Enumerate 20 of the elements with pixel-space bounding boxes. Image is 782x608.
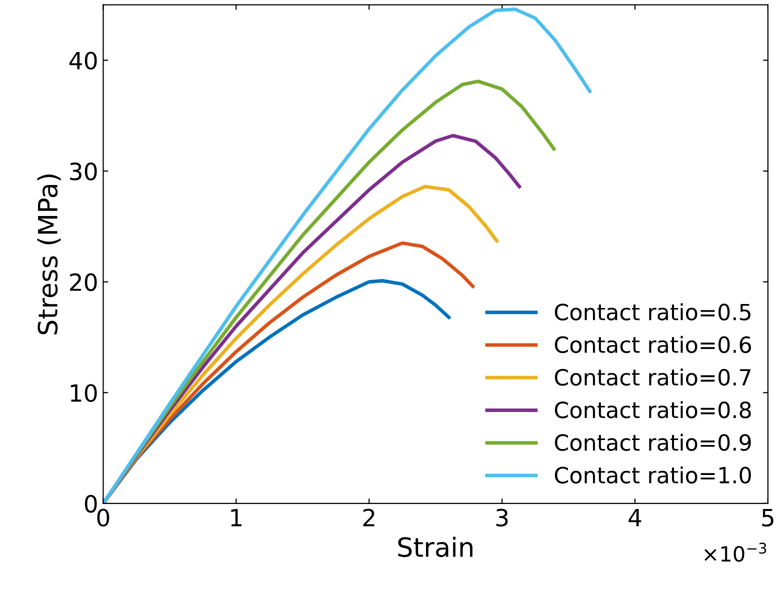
x-tick-label: 5 bbox=[762, 509, 774, 527]
y-tick-label: 0 bbox=[84, 494, 97, 513]
y-tick-label: 10 bbox=[70, 384, 97, 402]
y-tick-label: 30 bbox=[70, 162, 97, 180]
x-tick-label: 2 bbox=[363, 508, 374, 526]
x-tick-label: 0 bbox=[97, 508, 110, 527]
text: ×10$^{−3}$ bbox=[704, 542, 766, 562]
x-tick-label: 1 bbox=[231, 509, 242, 526]
y-tick-label: 20 bbox=[70, 273, 97, 292]
x-tick-label: 3 bbox=[496, 508, 508, 527]
legend-label: Contact ratio=0.9 bbox=[554, 434, 751, 451]
legend-label: Contact ratio=0.5 bbox=[554, 303, 750, 320]
legend-label: Contact ratio=0.7 bbox=[554, 368, 750, 386]
legend-label: Contact ratio=1.0 bbox=[554, 466, 751, 484]
x-axis-title: Strain bbox=[398, 536, 472, 558]
legend-label: Contact ratio=0.6 bbox=[554, 336, 751, 354]
x-tick-label: 4 bbox=[628, 509, 642, 526]
legend-label: Contact ratio=0.8 bbox=[554, 401, 751, 418]
y-tick-label: 40 bbox=[69, 52, 97, 70]
y-axis-title: Stress (MPa) bbox=[37, 174, 61, 334]
